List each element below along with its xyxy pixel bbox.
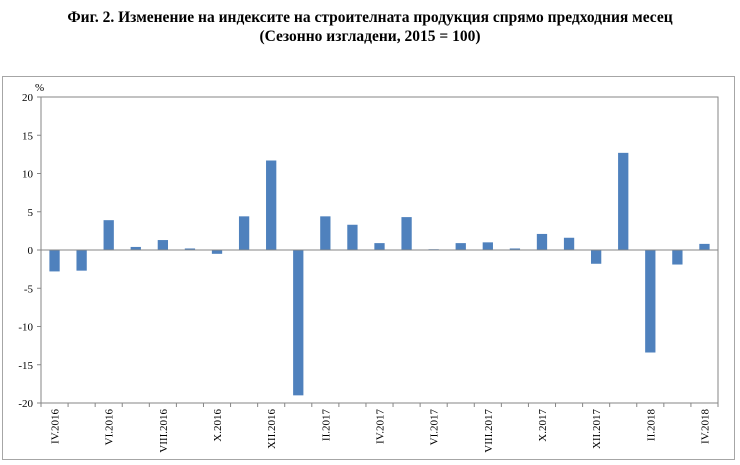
y-tick-label: -20 — [18, 398, 33, 410]
y-tick-label: 20 — [22, 92, 34, 104]
bar — [672, 250, 683, 265]
bar — [184, 248, 196, 250]
bar — [645, 250, 656, 353]
y-tick-label: 15 — [22, 130, 34, 142]
bar — [536, 233, 548, 250]
x-tick-label: IV.2017 — [375, 409, 387, 444]
bar — [455, 243, 466, 250]
bar — [238, 216, 250, 250]
bar — [699, 243, 710, 250]
y-tick-label: 10 — [22, 169, 34, 181]
y-tick-label: -5 — [24, 283, 34, 295]
x-tick-label: IV.2018 — [699, 409, 711, 444]
bar — [293, 250, 304, 396]
chart-subtitle: (Сезонно изгладени, 2015 = 100) — [259, 28, 481, 45]
x-tick-label: VIII.2016 — [158, 409, 170, 453]
bar — [347, 224, 358, 250]
bar — [590, 250, 602, 264]
chart-title: Фиг. 2. Изменение на индексите на строит… — [67, 9, 673, 26]
bar — [401, 217, 412, 250]
bar — [482, 242, 493, 250]
x-tick-label: VI.2016 — [104, 409, 116, 446]
bar — [103, 220, 114, 250]
bar — [157, 240, 169, 250]
x-tick-label: X.2017 — [537, 409, 549, 442]
chart-frame — [2, 76, 735, 460]
y-tick-label: -15 — [18, 360, 33, 372]
x-tick-label: II.2018 — [645, 409, 657, 442]
y-tick-label: 0 — [28, 245, 34, 257]
x-tick-label: XII.2016 — [266, 409, 278, 450]
bar — [618, 152, 629, 250]
bar — [563, 237, 575, 250]
x-tick-label: II.2017 — [320, 409, 332, 442]
x-tick-label: XII.2017 — [591, 409, 603, 450]
bar — [374, 243, 385, 250]
y-unit-label: % — [35, 82, 44, 94]
bar — [76, 250, 87, 271]
bar — [320, 216, 331, 250]
bar — [266, 160, 277, 250]
x-tick-label: VI.2017 — [429, 409, 441, 446]
bar — [509, 248, 521, 250]
x-tick-label: IV.2016 — [50, 409, 62, 444]
bar — [49, 250, 60, 272]
x-tick-label: X.2016 — [212, 409, 224, 442]
y-tick-label: 5 — [28, 207, 34, 219]
bar — [211, 250, 223, 254]
x-tick-label: VIII.2017 — [483, 409, 495, 453]
bar — [130, 246, 141, 250]
y-tick-label: -10 — [18, 322, 33, 334]
